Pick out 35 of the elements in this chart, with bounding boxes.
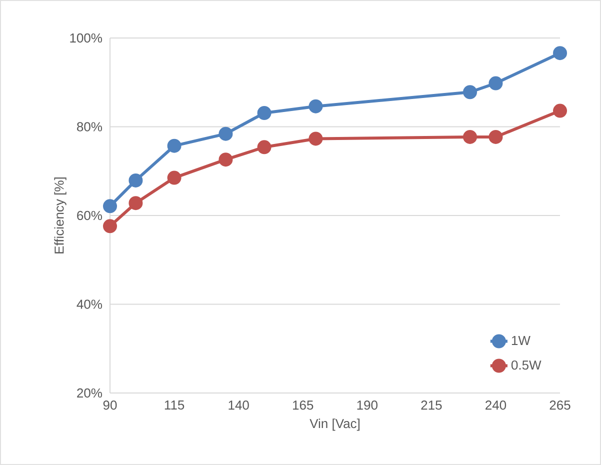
x-tick-label: 190: [357, 400, 378, 410]
y-tick-label: 60%: [77, 210, 102, 220]
point: [257, 106, 272, 120]
x-tick-label: 90: [103, 400, 117, 410]
point: [308, 132, 323, 146]
point: [167, 170, 182, 185]
point: [463, 130, 478, 144]
x-tick-label: 165: [293, 400, 314, 410]
y-tick-label: 80%: [77, 122, 102, 132]
x-tick-label: 265: [550, 400, 570, 410]
point: [257, 140, 272, 154]
point: [463, 85, 478, 100]
point: [103, 199, 118, 214]
x-tick-label: 115: [164, 400, 184, 410]
point: [488, 76, 503, 90]
x-tick-label: 240: [486, 400, 506, 410]
x-tick-label: 140: [228, 400, 249, 410]
x-tick-label: 215: [421, 400, 442, 410]
y-tick-label: 20%: [77, 388, 102, 398]
point: [128, 196, 143, 210]
y-tick-label: 40%: [76, 300, 102, 309]
point: [553, 46, 568, 60]
point: [128, 173, 143, 188]
y-axis-title: Efficiency [%]: [54, 178, 66, 254]
point: [553, 104, 568, 118]
point: [308, 99, 323, 114]
legend-label: 0.5W: [511, 360, 542, 370]
legend-label: 1W: [512, 336, 530, 345]
y-tick-label: 100%: [70, 33, 102, 43]
point: [218, 152, 233, 167]
point: [167, 138, 182, 153]
point: [218, 126, 233, 141]
point: [488, 130, 503, 144]
point: [103, 219, 118, 234]
x-axis-title: Vin [Vac]: [310, 418, 360, 431]
